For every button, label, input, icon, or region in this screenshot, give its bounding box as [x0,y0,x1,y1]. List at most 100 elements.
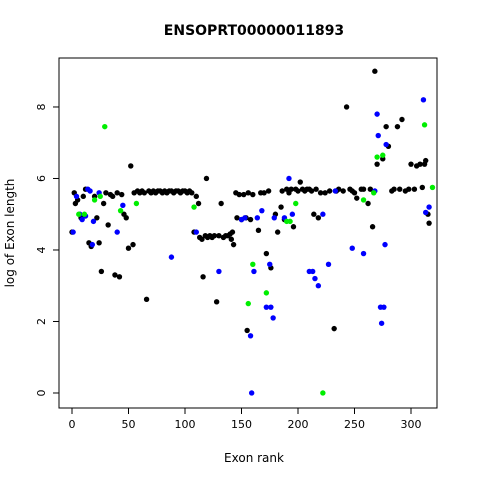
point [255,227,262,234]
point [381,304,387,310]
point [91,197,98,203]
x-tick-label: 0 [68,418,75,431]
point [242,215,248,221]
point [325,261,332,267]
point [374,111,380,117]
point [89,241,96,248]
point [211,232,218,239]
point [411,186,418,192]
point [87,188,93,194]
point [365,200,371,207]
point [80,193,86,200]
x-tick-label: 100 [175,418,196,431]
plot-frame [58,57,438,409]
point [125,245,132,251]
point [279,188,285,194]
point [98,268,105,275]
point [315,283,322,289]
point [332,188,338,194]
point [105,222,111,228]
point [331,325,337,332]
point [349,245,355,251]
point [315,215,322,221]
point [244,327,250,334]
point [117,207,124,214]
point [271,215,277,221]
point [141,190,148,196]
point [278,204,284,210]
point [417,161,423,167]
point [378,320,385,326]
point [254,215,261,221]
point [96,240,102,246]
point [259,207,265,214]
point [419,184,426,191]
point [199,236,205,242]
point [317,190,324,196]
point [193,229,200,235]
point [375,132,381,139]
point [289,211,296,217]
point [293,200,299,207]
point [372,68,378,74]
point [360,197,367,203]
point [420,97,427,103]
point [263,304,270,310]
point [340,188,346,194]
point [265,188,272,194]
point [216,232,222,239]
point [195,200,202,207]
point [228,236,235,242]
point [406,186,412,192]
y-axis-label: log of Exon length [3,179,17,288]
point [261,190,267,196]
point [247,333,254,339]
point [73,193,80,200]
point [81,211,88,217]
point [286,175,292,182]
point [270,315,276,321]
point [120,202,126,208]
point [114,190,120,196]
point [250,191,256,198]
x-axis-label: Exon rank [224,451,284,465]
y-tick-label: 4 [35,246,48,253]
x-tick-label: 50 [121,418,135,431]
point [193,193,200,200]
point [312,275,318,282]
x-tick-label: 250 [344,418,365,431]
point [119,191,125,198]
point [343,104,350,110]
point [326,188,333,194]
point [295,188,301,194]
point [234,215,240,221]
point [351,190,358,196]
point [236,191,242,198]
point [383,123,389,130]
point [218,200,224,207]
point [308,188,315,194]
point [245,300,251,307]
point [241,191,247,198]
point [382,241,388,248]
x-tick-label: 150 [231,418,252,431]
point [311,211,317,217]
point [116,274,123,280]
point [102,123,108,130]
point [247,216,254,223]
point [360,250,367,257]
point [70,229,76,235]
point [288,186,294,192]
point [213,299,220,305]
point [371,190,377,196]
point [143,296,150,303]
point [369,224,376,230]
point [189,190,195,196]
point [268,304,274,310]
point [313,186,319,192]
chart-title: ENSOPRT00000011893 [164,23,344,39]
point [422,209,429,216]
point [79,216,85,223]
point [422,157,429,164]
